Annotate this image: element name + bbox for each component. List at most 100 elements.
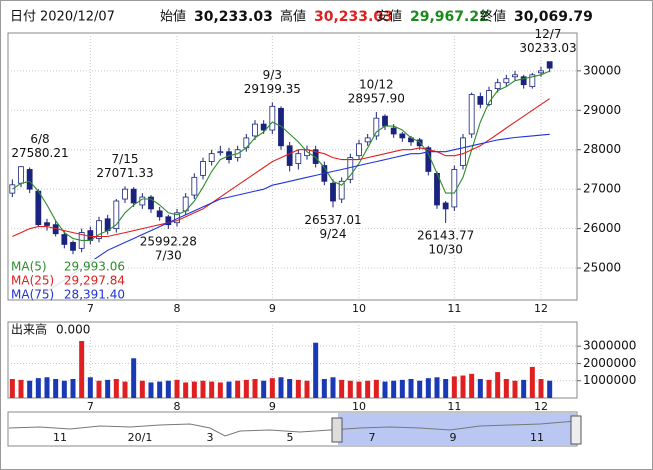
volume-bar bbox=[44, 377, 50, 398]
x-tick-label: 9 bbox=[269, 302, 276, 315]
candle-body bbox=[278, 107, 284, 147]
volume-bar bbox=[105, 379, 111, 398]
candle-body bbox=[208, 153, 215, 162]
volume-bar bbox=[321, 379, 327, 398]
candle-body bbox=[442, 202, 449, 210]
volume-bar bbox=[18, 379, 24, 398]
x-tick-label: 8 bbox=[174, 400, 181, 413]
candle-body bbox=[520, 76, 527, 86]
volume-title-value: 0.000 bbox=[56, 323, 90, 337]
candle-body bbox=[390, 127, 397, 135]
annotation-value: 28957.90 bbox=[348, 91, 405, 105]
candle-body bbox=[96, 220, 102, 239]
candle-body bbox=[252, 123, 258, 137]
candle-body bbox=[546, 61, 553, 69]
volume-bar bbox=[399, 379, 405, 398]
navigator-line bbox=[8, 420, 577, 437]
ma-line bbox=[46, 133, 550, 293]
volume-bar bbox=[339, 379, 345, 398]
candle-body bbox=[295, 153, 302, 164]
candle-body bbox=[26, 169, 33, 190]
volume-bar bbox=[70, 379, 76, 398]
candle-body bbox=[451, 169, 458, 208]
y-tick-label: 30000 bbox=[583, 63, 621, 77]
field-value: 29,967.22 bbox=[410, 9, 489, 25]
volume-bar bbox=[61, 380, 67, 398]
candle-body bbox=[538, 70, 544, 74]
volume-bar bbox=[391, 380, 397, 398]
annotation-date: 9/24 bbox=[320, 227, 347, 241]
navigator-handle[interactable] bbox=[331, 417, 343, 443]
volume-bar bbox=[226, 381, 232, 398]
volume-bar bbox=[495, 372, 501, 398]
volume-bar bbox=[35, 378, 41, 398]
volume-bar bbox=[347, 380, 353, 398]
candle-body bbox=[338, 180, 345, 200]
volume-bar bbox=[96, 380, 102, 398]
annotation-value: 30233.03 bbox=[519, 41, 576, 55]
x-tick-label: 7 bbox=[87, 302, 94, 315]
navigator-handle[interactable] bbox=[570, 415, 582, 445]
field-label: 終値 bbox=[480, 9, 506, 25]
y-tick-label: 27000 bbox=[583, 182, 621, 196]
field-label: 高値 bbox=[280, 9, 306, 25]
volume-bar bbox=[278, 377, 284, 398]
y-tick-label: 28000 bbox=[583, 142, 621, 156]
volume-bar bbox=[477, 379, 483, 398]
candle-body bbox=[191, 176, 198, 196]
candle-body bbox=[460, 137, 466, 166]
volume-bar bbox=[373, 379, 379, 398]
volume-bar bbox=[313, 342, 319, 398]
candle-body bbox=[165, 216, 172, 226]
candle-body bbox=[494, 82, 501, 90]
candle-body bbox=[61, 234, 68, 245]
annotation-value: 27071.33 bbox=[96, 166, 153, 180]
candle-body bbox=[156, 210, 163, 218]
y-tick-label: 2000000 bbox=[583, 356, 636, 370]
volume-title-box bbox=[9, 323, 93, 337]
volume-chart: 1000000 2000000 3000000 7 8 9 10 11 12 出来高 0.000 bbox=[8, 322, 636, 413]
volume-bar bbox=[113, 379, 119, 398]
candle-body bbox=[503, 78, 510, 84]
volume-bar bbox=[512, 380, 518, 398]
volume-bar bbox=[295, 379, 301, 398]
field-label: 安値 bbox=[376, 9, 402, 25]
legend-name: MA(5) bbox=[11, 260, 47, 274]
legend-value: 29,993.06 bbox=[64, 260, 125, 274]
candle-body bbox=[330, 182, 336, 202]
legend-value: 28,391.40 bbox=[64, 288, 125, 302]
annotation-value: 25992.28 bbox=[140, 234, 197, 248]
annotation-date: 12/7 bbox=[535, 27, 562, 41]
volume-bar bbox=[139, 380, 145, 398]
annotation-value: 29199.35 bbox=[244, 82, 301, 96]
date: 2020/12/07 bbox=[40, 10, 115, 25]
volume-bar bbox=[547, 380, 553, 398]
volume-bar bbox=[79, 341, 85, 398]
candle-body bbox=[139, 196, 146, 206]
field-value: 30,233.03 bbox=[314, 9, 393, 25]
candle-body bbox=[382, 115, 388, 127]
navigator-label: 7 bbox=[369, 431, 376, 444]
volume-bar bbox=[209, 381, 215, 398]
candle-body bbox=[364, 137, 371, 143]
annotation-date: 7/15 bbox=[112, 152, 139, 166]
x-tick-label: 12 bbox=[534, 302, 548, 315]
volume-bar bbox=[269, 378, 275, 398]
volume-bar bbox=[200, 380, 206, 398]
x-tick-label: 10 bbox=[352, 302, 366, 315]
volume-bar bbox=[417, 380, 423, 398]
volume-bar bbox=[469, 373, 475, 398]
volume-bar bbox=[261, 380, 267, 398]
x-tick-label: 7 bbox=[87, 400, 94, 413]
price-chart: 25000 26000 27000 28000 29000 30000 7 8 9 10 11 12 6… bbox=[8, 27, 621, 315]
candle-body bbox=[260, 123, 267, 131]
y-tick-label: 26000 bbox=[583, 221, 621, 235]
candle-body bbox=[373, 117, 380, 137]
field-label: 始値 bbox=[160, 9, 186, 25]
navigator-label: 5 bbox=[287, 431, 294, 444]
annotation-date: 6/8 bbox=[30, 132, 49, 146]
annotation-date: 10/30 bbox=[428, 242, 463, 256]
x-tick-label: 12 bbox=[534, 400, 548, 413]
